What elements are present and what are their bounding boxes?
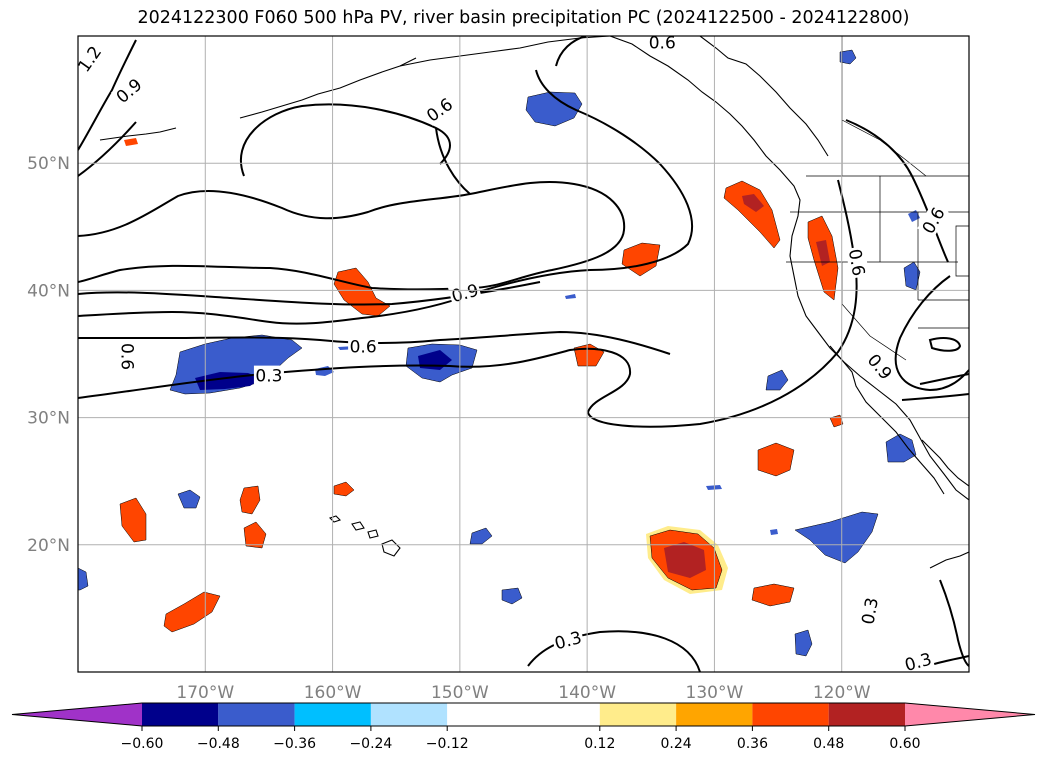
positive-pc-region (119, 497, 147, 543)
negative-pc-region (885, 433, 917, 463)
negative-pc-region (469, 527, 493, 545)
contour-label-text: 0.3 (255, 367, 282, 387)
contour-label-mask (901, 648, 935, 672)
contour-label-mask (118, 341, 138, 372)
contour-label-text: 0.3 (903, 650, 934, 676)
negative-pc-region (794, 511, 879, 564)
colorbar-tick-label: −0.48 (197, 736, 240, 752)
colorbar-segment (218, 703, 295, 726)
colorbar: −0.60 −0.48 −0.36 −0.24 −0.12 0.12 0.24 0.36 0.4… (11, 702, 1036, 752)
lon-tick-label: 150°W (431, 683, 489, 703)
contour-label-text: 0.6 (350, 337, 377, 357)
colorbar-segment (447, 703, 600, 726)
colorbar-segment (676, 703, 753, 726)
contour-label: 0.3 (857, 594, 883, 628)
colorbar-segment (828, 703, 905, 726)
contour-label: 0.6 (117, 341, 138, 372)
contour-label-mask (110, 73, 147, 108)
negative-pc-region (765, 369, 789, 391)
colorbar-extend-max (905, 703, 1035, 726)
contour-label-mask (447, 279, 482, 306)
negative-pc-region (794, 629, 813, 657)
contour-label: 0.6 (844, 245, 870, 279)
negative-pc-region (501, 587, 523, 605)
negative-pc-region (770, 529, 778, 535)
positive-pc-region (742, 194, 764, 212)
colorbar-tick-label: −0.12 (426, 736, 469, 752)
colorbar-tick-label: −0.36 (273, 736, 316, 752)
contour-label: 0.3 (901, 648, 935, 676)
contour-label-mask (421, 92, 457, 126)
colorbar-tick-label: −0.60 (121, 736, 164, 752)
contour-label-mask (917, 202, 949, 238)
negative-pc-region (525, 91, 583, 127)
positive-pc-region (333, 481, 355, 497)
lon-tick-label: 120°W (813, 683, 871, 703)
positive-pc-region (124, 138, 138, 146)
lon-tick-label: 170°W (176, 683, 234, 703)
colorbar-segment (370, 703, 448, 726)
colorbar-tick-label: 0.48 (813, 736, 844, 752)
contour-label-text: 0.6 (649, 33, 676, 53)
contour-label-text: 0.6 (117, 343, 137, 370)
longitude-labels: 170°W 160°W 150°W 140°W 130°W 120°W (176, 683, 870, 703)
colorbar-segment (142, 703, 219, 726)
colorbar-segment (599, 703, 677, 726)
contour-label-mask (863, 348, 898, 384)
colorbar-tick-label: 0.60 (889, 736, 920, 752)
contour-label-mask (857, 594, 882, 628)
lat-tick-label: 30°N (27, 409, 70, 429)
contour-label: 0.6 (647, 33, 678, 53)
negative-pc-region (177, 489, 201, 509)
positive-pc-region (664, 542, 706, 578)
colorbar-tick-label: 0.36 (737, 736, 768, 752)
positive-pc-region (816, 240, 830, 266)
lon-tick-label: 140°W (558, 683, 616, 703)
positive-pc-region (757, 442, 795, 477)
lat-tick-label: 40°N (27, 281, 70, 301)
contour-label: 0.6 (348, 336, 379, 357)
contour-label: 0.3 (253, 365, 284, 387)
colorbar-segment (294, 703, 371, 726)
negative-pc-region (839, 49, 857, 65)
map-frame (77, 35, 970, 673)
latitude-labels: 20°N 30°N 40°N 50°N (27, 154, 70, 556)
contour-label-mask (253, 365, 284, 385)
lon-tick-label: 160°W (304, 683, 362, 703)
contour-label-mask (78, 40, 106, 77)
colorbar-tick-label: −0.24 (349, 736, 392, 752)
negative-pc-region (78, 567, 89, 591)
colorbar-segment (752, 703, 829, 726)
lon-tick-label: 130°W (686, 683, 744, 703)
positive-pc-region (751, 583, 795, 607)
positive-pc-region (163, 591, 221, 633)
colorbar-tick-label: 0.12 (584, 736, 615, 752)
contour-label-mask (647, 36, 678, 52)
negative-pc-region (908, 210, 920, 222)
contour-label-text: 0.3 (859, 596, 883, 626)
positive-pc-region (243, 521, 267, 549)
contour-label-mask (550, 626, 585, 653)
negative-pc-region (565, 294, 576, 299)
colorbar-extend-min (12, 703, 142, 726)
lat-tick-label: 50°N (27, 154, 70, 174)
contour-label-text: 0.6 (844, 248, 868, 278)
map-title: 2024122300 F060 500 hPa PV, river basin … (137, 8, 910, 28)
gridlines (78, 36, 969, 672)
colorbar-tick-label: 0.24 (661, 736, 692, 752)
contour-label-mask (348, 336, 379, 356)
lat-tick-label: 20°N (27, 536, 70, 556)
positive-pc-region (239, 485, 261, 515)
positive-pc-region (723, 180, 781, 249)
contour-label-mask (845, 245, 870, 279)
